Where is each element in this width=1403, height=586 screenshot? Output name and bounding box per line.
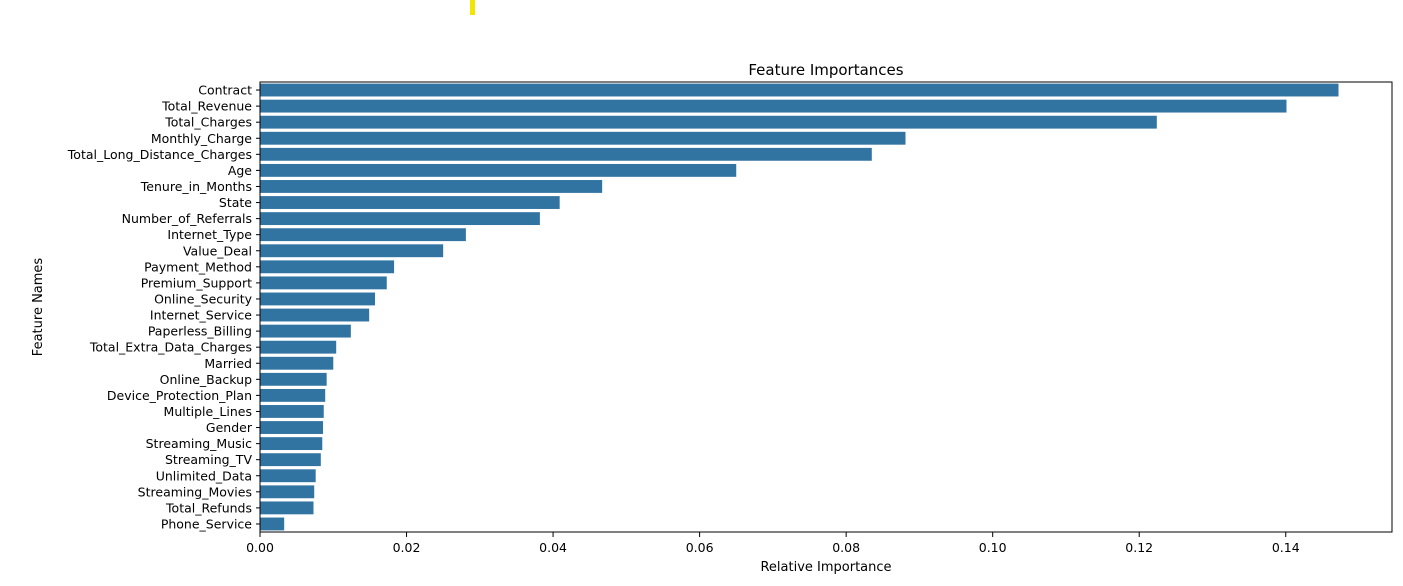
x-axis-label: Relative Importance	[760, 560, 891, 575]
bar-tenure-in-months	[260, 180, 603, 193]
y-tick-label: Streaming_Music	[146, 436, 252, 451]
chart-title: Feature Importances	[748, 61, 903, 79]
bars-group	[260, 83, 1339, 531]
y-tick-label: Total_Long_Distance_Charges	[67, 147, 252, 162]
y-tick-label: Streaming_Movies	[138, 484, 252, 499]
bar-premium-support	[260, 276, 387, 290]
bar-number-of-referrals	[260, 212, 540, 226]
y-tick-label: Internet_Type	[167, 227, 252, 242]
x-tick-label: 0.04	[539, 540, 567, 555]
y-tick-label: Number_of_Referrals	[122, 211, 252, 226]
y-tick-label: Total_Revenue	[161, 99, 252, 114]
y-tick-label: Premium_Support	[141, 275, 252, 290]
y-tick-label: Multiple_Lines	[164, 404, 252, 419]
x-tick-label: 0.06	[686, 540, 714, 555]
y-tick-label: Monthly_Charge	[151, 131, 252, 146]
bar-internet-type	[260, 228, 466, 242]
y-tick-label: Gender	[206, 420, 253, 435]
bar-monthly-charge	[260, 131, 906, 145]
yellow-marker	[470, 0, 475, 15]
bar-internet-service	[260, 308, 370, 322]
x-tick-label: 0.10	[979, 540, 1007, 555]
x-tick-label: 0.08	[832, 540, 860, 555]
bar-age	[260, 163, 737, 177]
bar-phone-service	[260, 517, 285, 531]
x-tick-label: 0.12	[1125, 540, 1153, 555]
x-tick-label: 0.02	[393, 540, 421, 555]
y-tick-label: Online_Backup	[160, 372, 252, 387]
bar-streaming-movies	[260, 485, 315, 499]
y-tick-label: Tenure_in_Months	[140, 179, 252, 194]
y-tick-labels: ContractTotal_RevenueTotal_ChargesMonthl…	[67, 83, 260, 531]
y-tick-label: Payment_Method	[144, 259, 252, 274]
y-tick-label: Married	[204, 356, 252, 371]
x-tick-label: 0.00	[246, 540, 274, 555]
bar-total-extra-data-charges	[260, 340, 337, 354]
bar-gender	[260, 421, 324, 434]
bar-online-backup	[260, 372, 327, 386]
y-tick-label: Total_Refunds	[165, 500, 252, 515]
y-tick-label: Phone_Service	[161, 516, 252, 531]
y-tick-label: Paperless_Billing	[148, 324, 252, 339]
y-tick-label: Internet_Service	[150, 308, 252, 323]
bar-multiple-lines	[260, 405, 324, 418]
bar-device-protection-plan	[260, 388, 326, 402]
y-axis-label: Feature Names	[31, 258, 46, 357]
bar-streaming-music	[260, 437, 323, 451]
bar-unlimited-data	[260, 469, 316, 483]
bar-total-charges	[260, 115, 1157, 129]
y-tick-label: Total_Charges	[164, 115, 252, 130]
bar-married	[260, 356, 334, 370]
y-tick-label: Age	[228, 163, 252, 178]
y-tick-label: Contract	[198, 83, 252, 98]
y-tick-label: Online_Security	[154, 291, 253, 306]
y-tick-label: Unlimited_Data	[156, 468, 252, 483]
bar-total-long-distance-charges	[260, 147, 872, 161]
y-tick-label: State	[219, 195, 252, 210]
bar-contract	[260, 83, 1339, 97]
bar-state	[260, 196, 560, 209]
bar-total-refunds	[260, 501, 314, 515]
bar-total-revenue	[260, 99, 1287, 113]
y-tick-label: Value_Deal	[183, 243, 252, 258]
axes-frame	[259, 81, 1393, 533]
y-tick-label: Device_Protection_Plan	[107, 388, 252, 403]
bar-paperless-billing	[260, 324, 351, 338]
bar-streaming-tv	[260, 453, 321, 467]
x-ticks: 0.00 0.02 0.04 0.06 0.08 0.10 0.12 0.14	[246, 532, 1300, 555]
x-tick-label: 0.14	[1272, 540, 1300, 555]
bar-payment-method	[260, 260, 395, 274]
bar-online-security	[260, 292, 376, 306]
y-tick-label: Total_Extra_Data_Charges	[89, 340, 252, 355]
bar-value-deal	[260, 244, 444, 258]
y-tick-label: Streaming_TV	[165, 452, 252, 467]
